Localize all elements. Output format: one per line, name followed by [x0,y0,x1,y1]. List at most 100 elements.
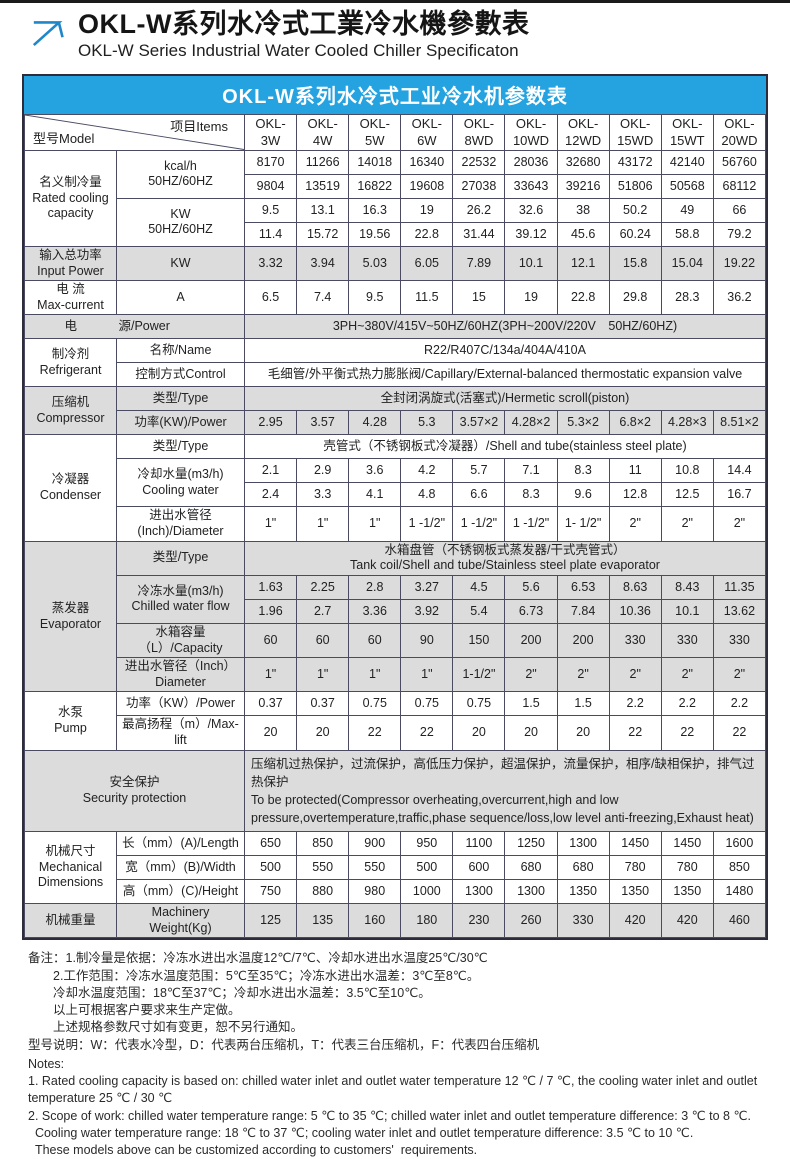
table-cell: 1300 [556,831,610,857]
table-cell: 1300 [504,879,558,905]
table-row: 11.4 15.72 19.56 22.8 31.44 39.12 45.6 60.24 58.… [25,221,767,247]
table-cell: 10.1 [504,245,558,282]
table-cell: 蒸发器 Evaporator [24,540,117,693]
table-cell: 9804 [243,173,298,199]
table-cell: 20 [504,715,558,751]
table-cell: 0.75 [452,691,506,717]
table-cell: 1100 [452,831,506,857]
table-cell: 1350 [660,879,714,905]
table-cell: 2" [712,506,767,542]
table-cell: 850 [296,831,350,857]
table-cell: 6.6 [452,482,506,508]
model-header-cell: OKL- 10WD [504,114,558,151]
table-cell: 880 [296,879,350,905]
table-cell: 19.22 [712,245,767,282]
table-cell: 420 [608,903,662,939]
table-cell: 1" [296,657,350,693]
model-header-cell: OKL- 8WD [452,114,506,151]
table-cell: 10.8 [660,458,714,484]
table-cell: 8.51×2 [712,410,767,436]
table-cell: 3.27 [400,574,454,600]
table-cell: kcal/h 50HZ/60HZ [116,149,245,199]
table-cell: 8170 [243,149,298,175]
table-cell: 7.4 [296,280,350,316]
note-line: These models above can be customized acc… [28,1143,478,1158]
note-line: 冷却水温度范围：18℃至37℃；冷却水进出水温差：3.5℃至10℃。 [28,985,431,1000]
table-cell: 电 [24,314,117,340]
table-cell: 9.5 [348,280,402,316]
table-cell: 11.4 [243,221,298,247]
table-cell: 33643 [504,173,558,199]
table-cell: 680 [504,855,558,881]
table-cell: 7.1 [504,458,558,484]
spec-table: 型号Model 项目Items OKL- 3W OKL- 4W OKL- 5W OKL- 6W OK… [24,114,767,939]
table-cell: 16.7 [712,482,767,508]
table-cell: 14018 [348,149,402,175]
table-row: 宽（mm）(B)/Width 500 550 550 500 600 680 680 780 78… [25,855,767,881]
table-cell: 4.8 [400,482,454,508]
table-row: 制冷剂 Refrigerant 名称/Name R22/R407C/134a/404A… [24,338,766,388]
table-cell: 28.3 [660,280,714,316]
table-row: 2.4 3.3 4.1 4.8 6.6 8.3 9.6 12.8 12.5 16.7 [25,482,767,508]
table-cell: 12.8 [608,482,662,508]
table-cell: 1250 [504,831,558,857]
table-cell: 15 [452,280,506,316]
table-cell: 22532 [452,149,506,175]
table-cell: 60 [296,622,350,659]
table-cell: 5.7 [452,458,506,484]
table-row: 蒸发器 Evaporator 类型/Type 水箱盘管（不锈钢板式蒸发器/干式壳管式）… [24,540,766,693]
table-cell: 32.6 [504,197,558,223]
table-cell: 11 [608,458,662,484]
table-cell: 1300 [452,879,506,905]
table-row: 水箱容量（L）/Capacity 60 60 60 90 150 200 200 330 330 3… [25,622,767,659]
table-cell: 550 [348,855,402,881]
spec-table-body: 型号Model 项目Items OKL- 3W OKL- 4W OKL- 5W OKL- 6W OK… [24,114,767,939]
table-cell: 49 [660,197,714,223]
table-cell: 180 [400,903,454,939]
table-cell: 2.8 [348,574,402,600]
table-cell: 125 [243,903,298,939]
table-cell: 名义制冷量 Rated cooling capacity [24,149,117,247]
table-cell: 1" [296,506,350,542]
table-cell: 1" [400,657,454,693]
table-cell: 45.6 [556,221,610,247]
table-row: 高（mm）(C)/Height 750 880 980 1000 1300 1300 1350… [25,879,767,905]
table-cell: 2.4 [243,482,298,508]
table-cell: 36.2 [712,280,767,316]
table-cell: 135 [296,903,350,939]
table-cell: 5.3 [400,410,454,436]
table-cell: 2.25 [296,574,350,600]
table-cell: R22/R407C/134a/404A/410A [244,338,766,364]
table-cell: 650 [243,831,298,857]
table-cell: 16340 [400,149,454,175]
table-row: 最高扬程（m）/Max-lift 20 20 22 22 20 20 20 22 22 22 [25,715,767,751]
model-header-cell: OKL- 15WT [660,114,714,151]
table-cell: 0.37 [296,691,350,717]
table-cell: 冷冻水量(m3/h) Chilled water flow [116,574,245,624]
model-header-cell: OKL- 3W [243,114,298,151]
table-cell: 1480 [712,879,767,905]
table-cell: 5.3×2 [556,410,610,436]
table-cell: 0.75 [400,691,454,717]
table-cell: 10.36 [608,598,662,624]
table-cell: 水箱盘管（不锈钢板式蒸发器/干式壳管式） Tank coil/Shell and … [244,540,766,576]
table-cell: 3.94 [296,245,350,282]
table-row: 进出水管径（Inch） Diameter 1" 1" 1" 1" 1-1/2" 2" 2" 2" 2… [25,657,767,693]
table-cell: 850 [712,855,767,881]
table-row: 输入总功率 Input Power KW 3.32 3.94 5.03 6.05 7.89 10… [24,245,767,282]
note-line: 1. Rated cooling capacity is based on: c… [28,1074,758,1089]
table-cell: 功率(KW)/Power [116,410,245,436]
table-cell: 15.8 [608,245,662,282]
corner-items-label: 项目Items [170,119,228,135]
table-cell: 1450 [608,831,662,857]
table-cell: 壳管式（不锈钢板式冷凝器）/Shell and tube(stainless s… [244,434,766,460]
table-row: 机械重量 Machinery Weight(Kg) 125 135 160 180 230 2… [24,903,767,939]
corner-cell: 型号Model 项目Items [24,114,245,151]
table-cell: 1.5 [504,691,558,717]
table-cell: 230 [452,903,506,939]
table-cell: 16822 [348,173,402,199]
table-cell: 冷却水量(m3/h) Cooling water [116,458,245,508]
table-cell: 330 [712,622,767,659]
table-cell: 68112 [712,173,767,199]
table-cell: 330 [660,622,714,659]
